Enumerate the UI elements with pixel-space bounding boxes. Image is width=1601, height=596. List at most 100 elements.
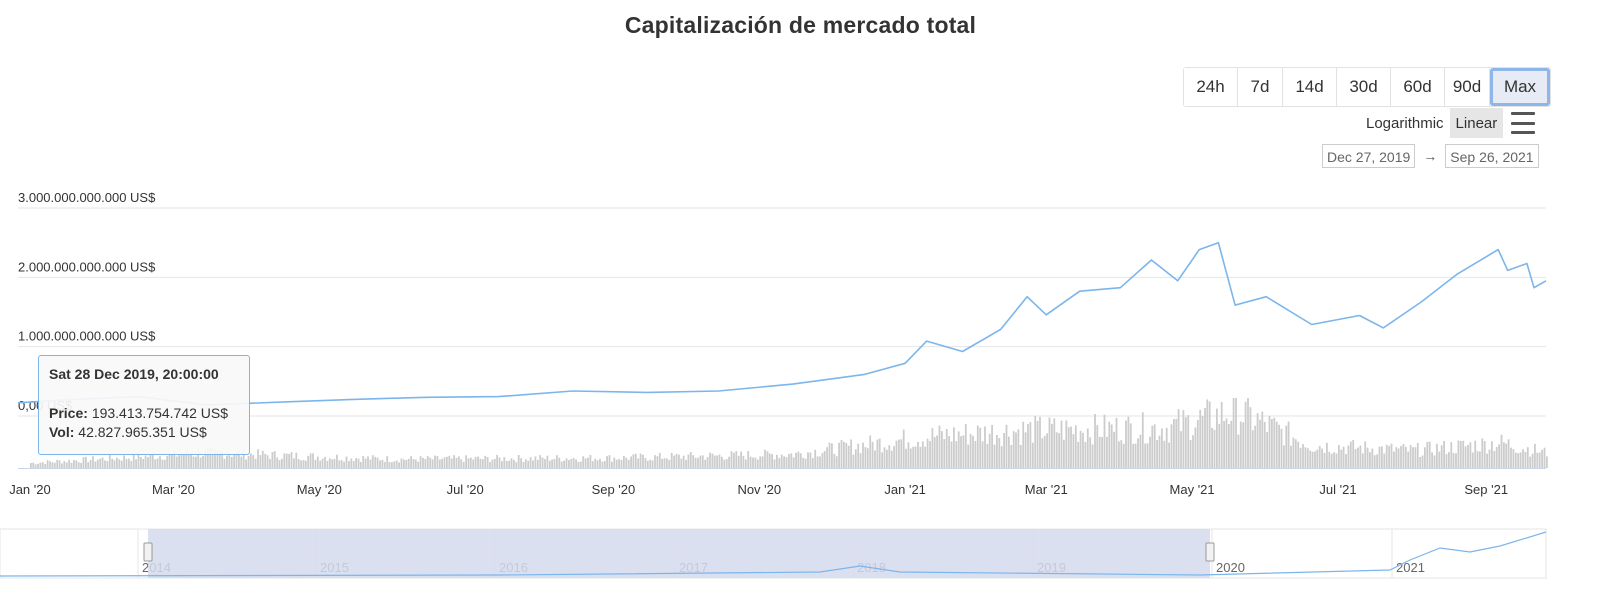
- volume-bar: [180, 454, 183, 468]
- volume-bar: [1029, 422, 1032, 468]
- volume-bar: [450, 458, 453, 468]
- volume-bar: [257, 449, 259, 468]
- hamburger-menu-icon[interactable]: [1511, 112, 1536, 134]
- volume-bar: [460, 459, 463, 468]
- volume-bar: [529, 457, 532, 468]
- volume-bar: [125, 458, 128, 468]
- navigator-handle: [1205, 542, 1215, 562]
- volume-bar: [238, 451, 240, 468]
- volume-bar: [1498, 444, 1500, 468]
- volume-bar: [1046, 433, 1048, 468]
- linear-scale-button[interactable]: Linear: [1449, 108, 1504, 138]
- logarithmic-scale-button[interactable]: Logarithmic: [1360, 108, 1450, 138]
- navigator-year-label: 2020: [1216, 560, 1245, 575]
- volume-bar: [510, 458, 513, 468]
- volume-bar: [1491, 441, 1493, 468]
- volume-bar: [1146, 443, 1149, 468]
- volume-bar: [1280, 428, 1283, 468]
- volume-bar: [862, 442, 864, 468]
- volume-bar: [159, 456, 161, 468]
- volume-bar: [1493, 450, 1496, 468]
- range-button-90d[interactable]: 90d: [1445, 68, 1490, 106]
- volume-bar: [426, 456, 429, 468]
- volume-bar: [1443, 440, 1445, 468]
- date-to-input[interactable]: Sep 26, 2021: [1445, 144, 1539, 168]
- volume-bar: [1546, 456, 1548, 468]
- volume-bar: [654, 455, 656, 468]
- volume-bar: [876, 439, 879, 468]
- volume-bar: [151, 454, 154, 468]
- range-button-24h[interactable]: 24h: [1184, 68, 1238, 106]
- range-button-14d[interactable]: 14d: [1283, 68, 1337, 106]
- volume-bar: [634, 453, 637, 468]
- volume-bar: [168, 453, 171, 468]
- volume-bar: [522, 462, 525, 468]
- date-from-input[interactable]: Dec 27, 2019: [1322, 144, 1416, 168]
- volume-bar: [1039, 416, 1041, 468]
- volume-bar: [1144, 443, 1147, 468]
- volume-bar: [462, 461, 465, 468]
- volume-bar: [1199, 409, 1202, 468]
- volume-bar: [1113, 431, 1115, 468]
- volume-bar: [106, 461, 109, 468]
- volume-bar: [70, 462, 73, 468]
- volume-bar: [1404, 446, 1407, 468]
- volume-bar: [458, 456, 460, 468]
- volume-bar: [99, 458, 102, 468]
- volume-bar: [1077, 441, 1080, 468]
- volume-bar: [1055, 432, 1058, 468]
- volume-bar: [553, 458, 556, 468]
- volume-bar: [1134, 443, 1137, 468]
- volume-bar: [469, 457, 472, 468]
- volume-bar: [202, 455, 204, 468]
- volume-bar: [1230, 420, 1233, 468]
- volume-bar: [1338, 445, 1340, 468]
- volume-bar: [1459, 440, 1462, 468]
- volume-bar: [34, 464, 37, 468]
- volume-bar: [599, 458, 601, 468]
- range-button-max[interactable]: Max: [1490, 68, 1550, 106]
- volume-bar: [1204, 407, 1206, 468]
- volume-bar: [226, 455, 228, 468]
- volume-bar: [120, 460, 123, 468]
- volume-bar: [1526, 447, 1529, 468]
- volume-bar: [991, 425, 993, 468]
- volume-bar: [1517, 453, 1520, 468]
- volume-bar: [178, 455, 180, 468]
- volume-bar: [663, 458, 666, 468]
- range-button-30d[interactable]: 30d: [1337, 68, 1391, 106]
- volume-bar: [173, 450, 176, 468]
- volume-bar: [744, 459, 747, 468]
- volume-bar: [754, 457, 757, 468]
- volume-bar: [1342, 446, 1345, 468]
- volume-bar: [233, 455, 235, 468]
- range-button-60d[interactable]: 60d: [1391, 68, 1445, 106]
- volume-bar: [1287, 421, 1290, 468]
- x-tick-label: Mar '20: [152, 482, 195, 497]
- volume-bar: [582, 456, 585, 468]
- volume-bar: [591, 461, 594, 468]
- volume-bar: [931, 428, 934, 468]
- volume-bar: [113, 460, 116, 468]
- volume-bar: [30, 463, 32, 468]
- volume-bar: [410, 456, 412, 468]
- volume-bar: [615, 459, 618, 468]
- volume-bar: [419, 456, 422, 468]
- volume-bar: [1385, 444, 1388, 468]
- range-button-7d[interactable]: 7d: [1238, 68, 1283, 106]
- volume-bar: [297, 459, 300, 468]
- volume-bar: [568, 460, 570, 468]
- volume-bar: [520, 458, 522, 468]
- volume-bar: [546, 455, 549, 468]
- volume-bar: [658, 452, 661, 468]
- volume-bar: [613, 457, 616, 468]
- volume-bar: [489, 462, 491, 468]
- volume-bar: [936, 435, 938, 468]
- volume-bar: [501, 461, 503, 468]
- volume-bar: [147, 457, 149, 468]
- volume-bar: [728, 456, 730, 468]
- volume-bar: [1153, 424, 1156, 468]
- volume-bar: [620, 460, 623, 468]
- navigator-year-label: 2021: [1396, 560, 1425, 575]
